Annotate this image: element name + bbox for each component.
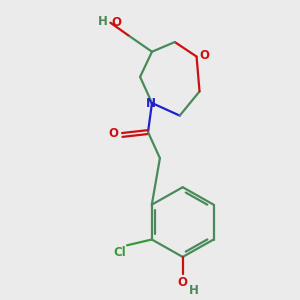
Text: O: O [200,49,209,62]
Text: H: H [189,284,199,297]
Text: O: O [111,16,122,29]
Text: O: O [178,276,188,289]
Text: N: N [146,98,156,110]
Text: O: O [108,128,118,140]
Text: Cl: Cl [113,246,126,259]
Text: H: H [98,15,107,28]
